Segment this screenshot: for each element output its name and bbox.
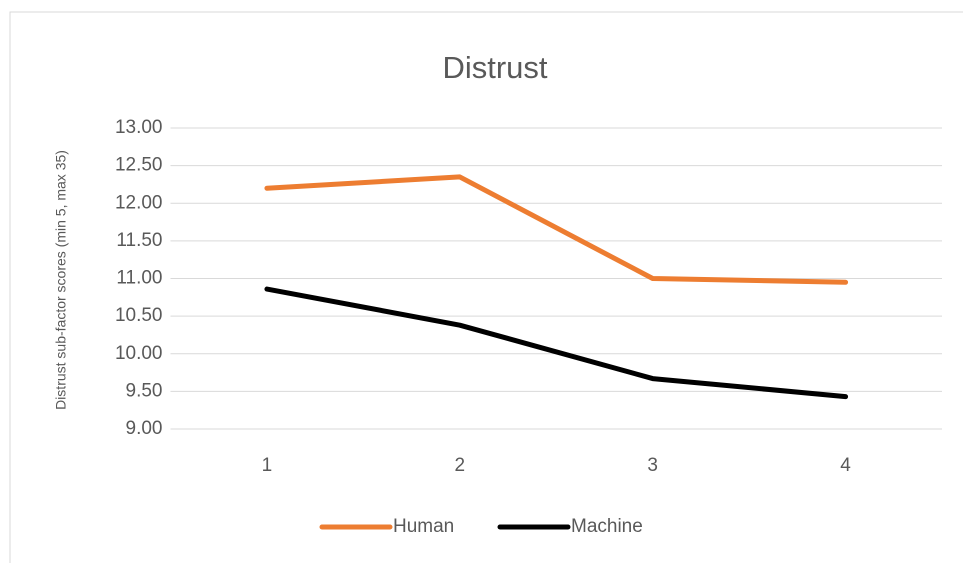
x-tick-label: 1 (262, 455, 273, 476)
y-tick-label: 11.00 (116, 268, 162, 289)
y-tick-label: 12.00 (115, 192, 163, 213)
chart-frame (9, 11, 963, 568)
series-line (264, 174, 849, 285)
legend-label: Machine (571, 516, 643, 537)
y-tick-label: 12.50 (115, 155, 163, 176)
y-tick-label: 13.00 (115, 117, 163, 138)
y-axis-label: Distrust sub-factor scores (min 5, max 3… (53, 150, 69, 410)
y-tick-label: 10.50 (115, 305, 163, 326)
y-tick-label: 9.50 (126, 380, 163, 401)
y-tick-label: 11.50 (116, 230, 162, 251)
y-tick-label: 10.00 (115, 343, 163, 364)
x-tick-label: 3 (647, 455, 658, 476)
series-line (264, 286, 849, 400)
chart-title: Distrust (442, 50, 547, 85)
x-tick-label: 2 (455, 455, 466, 476)
legend-label: Human (393, 516, 454, 537)
x-tick-label: 4 (840, 455, 851, 476)
y-tick-label: 9.00 (126, 418, 163, 439)
